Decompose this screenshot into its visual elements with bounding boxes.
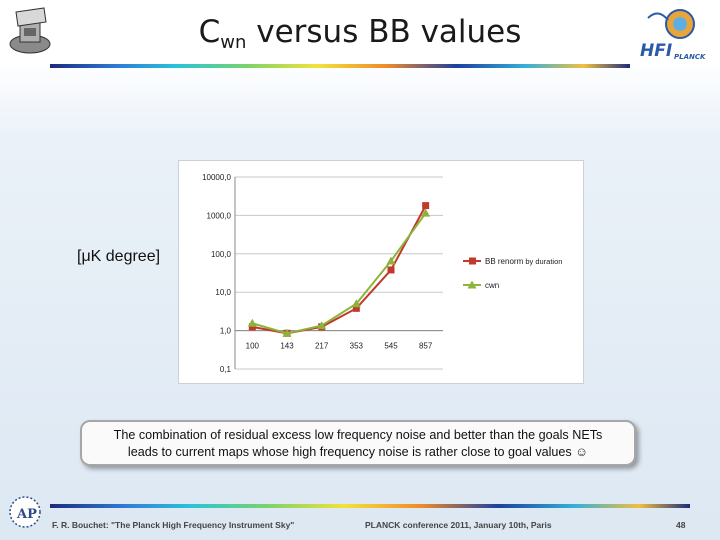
conclusion-callout: The combination of residual excess low f… — [80, 420, 636, 466]
line-chart: 10000,0 1000,0 100,0 10,0 1,0 0,1 100 143 217 353… — [202, 173, 562, 374]
title-color-stripe — [50, 64, 630, 68]
data-point-triangle — [421, 208, 431, 217]
footer-conference: PLANCK conference 2011, January 10th, Pa… — [365, 520, 552, 530]
data-point-square — [352, 304, 360, 312]
callout-line-2: leads to current maps whose high frequen… — [127, 445, 589, 459]
data-point-square — [248, 323, 256, 331]
iap-logo: AP — [8, 492, 42, 532]
series-line-1 — [252, 212, 427, 335]
data-point-square — [387, 266, 395, 274]
logo-hfi-text: HFI — [640, 41, 672, 61]
legend-label-0: BB renorm by duration — [485, 257, 562, 266]
y-tick-label: 10,0 — [215, 288, 231, 297]
legend-marker-triangle — [467, 280, 477, 289]
y-tick-label: 1000,0 — [207, 211, 232, 220]
data-point-triangle — [247, 318, 257, 327]
data-point-triangle — [351, 299, 361, 308]
data-point-triangle — [317, 321, 327, 330]
logo-planck-text: PLANCK — [674, 53, 706, 61]
svg-text:AP: AP — [16, 507, 37, 522]
slide-title: Cwn versus BB values — [198, 14, 522, 53]
y-tick-label: 0,1 — [220, 365, 232, 374]
data-point-square — [422, 202, 430, 210]
y-tick-label: 10000,0 — [202, 173, 231, 182]
legend-label-1: cwn — [485, 281, 499, 290]
x-tick-label: 217 — [315, 342, 329, 351]
data-point-triangle — [282, 328, 292, 337]
legend-label-suffix: by duration — [523, 257, 562, 266]
footer-color-stripe — [50, 504, 690, 508]
footer-page-number: 48 — [676, 520, 686, 530]
data-point-triangle — [386, 256, 396, 265]
legend-marker-square — [469, 257, 476, 265]
x-tick-label: 353 — [350, 342, 364, 351]
units-label: [μK degree] — [77, 248, 161, 265]
footer-author: F. R. Bouchet: "The Planck High Frequenc… — [52, 520, 295, 530]
x-tick-label: 857 — [419, 342, 433, 351]
y-tick-label: 1,0 — [220, 327, 232, 336]
y-tick-label: 100,0 — [211, 250, 232, 259]
hfi-planck-logo: HFI PLANCK — [634, 4, 718, 64]
x-tick-label: 143 — [280, 342, 294, 351]
chart-container: 10000,0 1000,0 100,0 10,0 1,0 0,1 100 143 217 353… — [178, 160, 584, 384]
x-tick-label: 100 — [246, 342, 260, 351]
x-tick-label: 545 — [384, 342, 398, 351]
planck-satellite-logo — [6, 4, 54, 58]
callout-line-1: The combination of residual excess low f… — [113, 428, 603, 442]
